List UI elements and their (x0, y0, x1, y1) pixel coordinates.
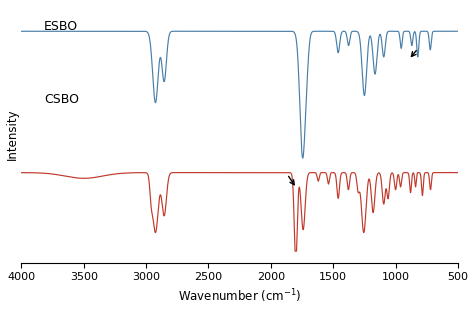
Text: CSBO: CSBO (44, 93, 79, 106)
X-axis label: Wavenumber (cm$^{-1}$): Wavenumber (cm$^{-1}$) (178, 288, 301, 305)
Y-axis label: Intensity: Intensity (6, 108, 18, 160)
Text: ESBO: ESBO (44, 21, 78, 34)
